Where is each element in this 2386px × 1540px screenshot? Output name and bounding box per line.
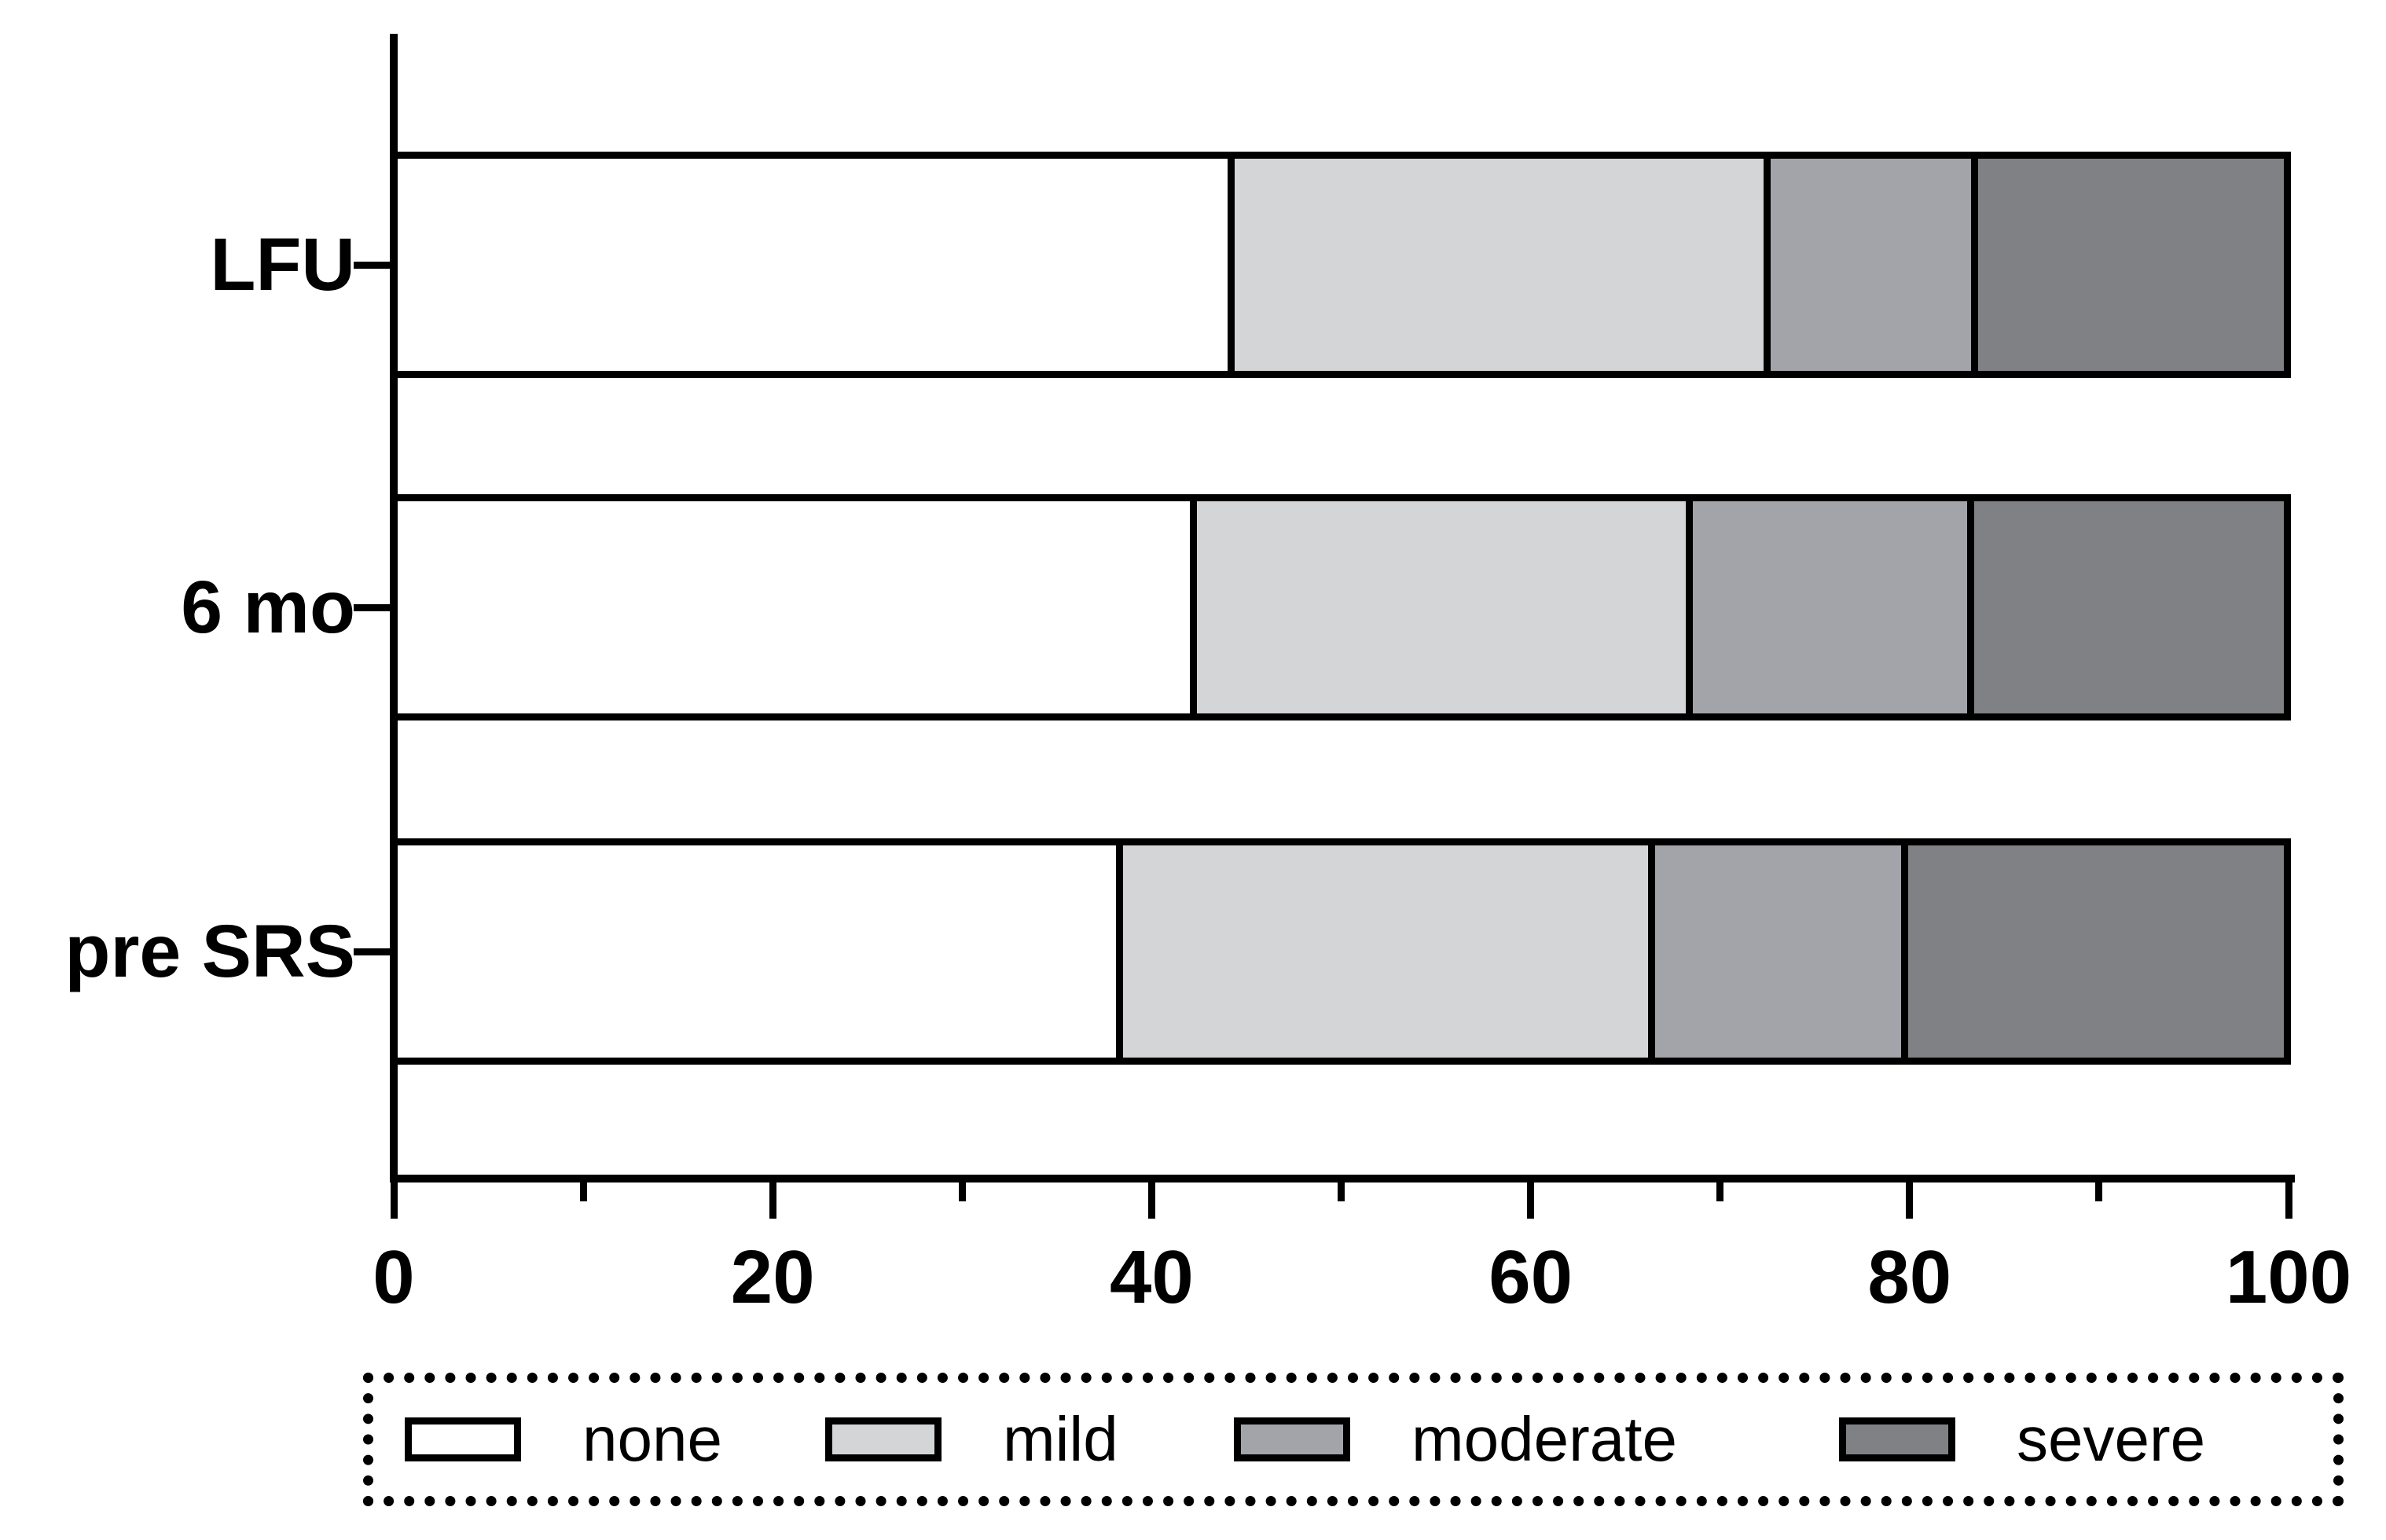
y-tick-2 bbox=[354, 604, 391, 611]
legend-swatch-mild bbox=[825, 1417, 942, 1461]
x-tick-label-0: 0 bbox=[373, 1235, 415, 1319]
x-minor-tick-10 bbox=[579, 1182, 587, 1201]
legend-label-severe: severe bbox=[2017, 1404, 2206, 1474]
x-tick-label-60: 60 bbox=[1488, 1235, 1573, 1319]
bar-segment-severe: 16.6 bbox=[1970, 159, 2284, 371]
bar-segment-mild: 28.4 bbox=[1228, 159, 1764, 371]
x-major-tick-100 bbox=[2285, 1182, 2292, 1219]
x-major-tick-80 bbox=[1906, 1182, 1914, 1219]
x-tick-label-100: 100 bbox=[2225, 1235, 2352, 1319]
y-tick-3 bbox=[354, 948, 391, 955]
category-label-6-mo: 6 mo bbox=[181, 566, 355, 649]
bar-row-pre-srs: 38.128.213.420.3 bbox=[391, 838, 2291, 1065]
legend-label-mild: mild bbox=[1003, 1404, 1118, 1474]
x-minor-tick-70 bbox=[1716, 1182, 1724, 1201]
bar-row-lfu: 4428.41116.6 bbox=[391, 152, 2291, 378]
bar-row-6-mo: 4226.314.916.8 bbox=[391, 494, 2291, 720]
legend-swatch-moderate bbox=[1234, 1417, 1350, 1461]
bar-segment-moderate: 13.4 bbox=[1648, 845, 1901, 1058]
x-tick-label-80: 80 bbox=[1867, 1235, 1952, 1319]
legend-item-none: none bbox=[405, 1403, 722, 1476]
bar-segment-none: 38.1 bbox=[398, 845, 1117, 1058]
legend-swatch-none bbox=[405, 1417, 521, 1461]
legend-item-severe: severe bbox=[1839, 1403, 2205, 1476]
bar-segment-moderate: 11 bbox=[1763, 159, 1971, 371]
legend-label-moderate: moderate bbox=[1411, 1404, 1677, 1474]
x-minor-tick-50 bbox=[1338, 1182, 1345, 1201]
x-major-tick-60 bbox=[1527, 1182, 1535, 1219]
x-major-tick-20 bbox=[769, 1182, 776, 1219]
x-major-tick-0 bbox=[390, 1182, 398, 1219]
bar-segment-none: 42 bbox=[398, 501, 1190, 713]
y-tick-1 bbox=[354, 262, 391, 269]
bar-segment-moderate: 14.9 bbox=[1686, 501, 1967, 713]
legend-item-mild: mild bbox=[825, 1403, 1118, 1476]
bar-segment-severe: 16.8 bbox=[1966, 501, 2284, 713]
legend-item-moderate: moderate bbox=[1234, 1403, 1677, 1476]
bar-segment-mild: 26.3 bbox=[1190, 501, 1687, 713]
x-major-tick-40 bbox=[1147, 1182, 1155, 1219]
x-minor-tick-30 bbox=[958, 1182, 966, 1201]
x-tick-label-20: 20 bbox=[730, 1235, 815, 1319]
x-axis-line bbox=[390, 1175, 2295, 1182]
legend-label-none: none bbox=[582, 1404, 722, 1474]
legend-box: none mild moderate severe bbox=[363, 1373, 2344, 1506]
legend-swatch-severe bbox=[1839, 1417, 1955, 1461]
x-minor-tick-90 bbox=[2095, 1182, 2103, 1201]
bar-segment-severe: 20.3 bbox=[1900, 845, 2284, 1058]
category-label-lfu: LFU bbox=[210, 223, 355, 306]
x-tick-label-40: 40 bbox=[1110, 1235, 1194, 1319]
bar-segment-none: 44 bbox=[398, 159, 1228, 371]
category-label-pre-srs: pre SRS bbox=[64, 910, 355, 993]
bar-segment-mild: 28.2 bbox=[1116, 845, 1649, 1058]
